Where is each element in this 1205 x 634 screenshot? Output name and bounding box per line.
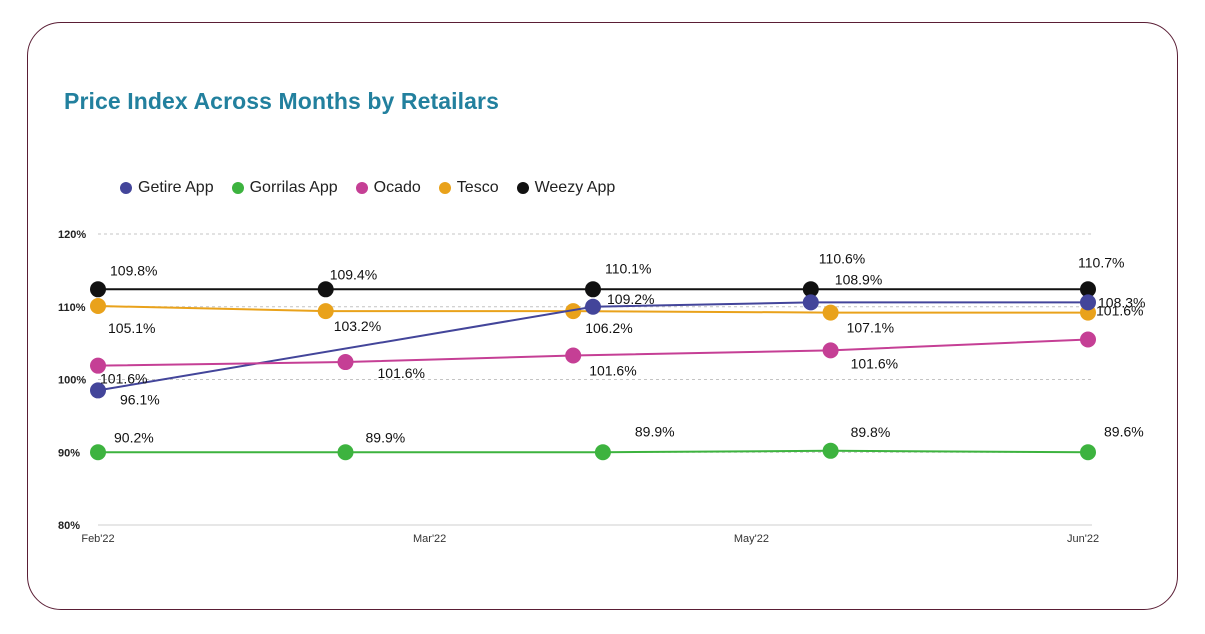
point-gorrilas-app-1[interactable]	[337, 444, 354, 461]
point-tesco-3[interactable]	[822, 304, 839, 321]
point-ocado-2[interactable]	[565, 347, 582, 364]
point-gorrilas-app-2[interactable]	[594, 444, 611, 461]
legend-label-tesco: Tesco	[456, 179, 499, 196]
legend-item-gorrilas[interactable]: Gorrilas App	[231, 179, 338, 197]
point-tesco-1[interactable]	[317, 303, 334, 320]
data-label-weezy-app-2: 110.1%	[605, 260, 651, 276]
data-label-weezy-app-0: 109.8%	[110, 262, 157, 278]
point-ocado-1[interactable]	[337, 354, 354, 371]
data-label-tesco-1: 103.2%	[334, 318, 381, 334]
x-tick-label-0: Feb'22	[81, 533, 114, 545]
point-weezy-app-0[interactable]	[90, 281, 106, 298]
y-tick-label-110: 110%	[58, 302, 86, 314]
data-label-tesco-0: 105.1%	[108, 320, 155, 336]
point-getire-app-0[interactable]	[90, 382, 106, 399]
data-label-ocado-0: 101.6%	[100, 371, 147, 387]
point-getire-app-1[interactable]	[585, 298, 601, 315]
point-gorrilas-app-4[interactable]	[1080, 444, 1096, 461]
y-tick-label-100: 100%	[58, 375, 86, 387]
data-label-gorrilas-app-4: 89.6%	[1104, 423, 1144, 439]
point-gorrilas-app-3[interactable]	[822, 442, 839, 459]
legend-label-gorrilas: Gorrilas App	[249, 179, 338, 196]
point-getire-app-2[interactable]	[802, 294, 819, 311]
legend-dot-getire	[120, 182, 132, 194]
data-label-getire-app-1: 109.2%	[607, 291, 654, 307]
data-label-weezy-app-3: 110.6%	[819, 250, 865, 266]
legend-item-weezy[interactable]: Weezy App	[516, 179, 616, 197]
x-tick-label-2: May'22	[734, 533, 769, 545]
series-line-gorrilas-app	[98, 449, 1089, 454]
chart-legend: Getire App Gorrilas App Ocado Tesco Weez…	[120, 179, 615, 197]
point-tesco-2[interactable]	[565, 303, 582, 320]
legend-label-ocado: Ocado	[373, 179, 421, 196]
point-ocado-4[interactable]	[1080, 331, 1096, 348]
data-label-getire-app-2: 108.9%	[835, 271, 882, 287]
data-label-ocado-1: 101.6%	[378, 365, 425, 381]
legend-dot-gorrilas	[231, 182, 244, 194]
data-label-gorrilas-app-2: 89.9%	[635, 423, 675, 439]
point-gorrilas-app-0[interactable]	[90, 444, 106, 461]
chart-title: Price Index Across Months by Retailars	[64, 88, 499, 114]
y-tick-label-80: 80%	[58, 520, 80, 532]
x-tick-label-3: Jun'22	[1067, 533, 1099, 545]
point-ocado-0[interactable]	[90, 357, 106, 374]
y-tick-label-90: 90%	[58, 447, 80, 459]
point-tesco-0[interactable]	[90, 298, 106, 315]
legend-item-getire[interactable]: Getire App	[120, 179, 214, 197]
point-weezy-app-1[interactable]	[317, 281, 334, 298]
data-label-ocado-3: 101.6%	[851, 355, 898, 371]
legend-label-weezy: Weezy App	[534, 179, 616, 196]
data-label-gorrilas-app-0: 90.2%	[114, 429, 154, 445]
point-getire-app-3[interactable]	[1080, 294, 1096, 311]
point-weezy-app-2[interactable]	[585, 281, 601, 298]
legend-dot-weezy	[516, 182, 529, 194]
chart-card	[27, 22, 1178, 610]
data-label-tesco-2: 106.2%	[585, 320, 632, 336]
data-label-getire-app-0: 96.1%	[120, 391, 160, 407]
legend-dot-ocado	[355, 182, 368, 194]
x-tick-label-1: Mar'22	[413, 533, 446, 545]
series-line-getire-app	[97, 301, 1088, 392]
legend-label-getire: Getire App	[138, 179, 214, 196]
data-label-gorrilas-app-3: 89.8%	[851, 424, 891, 440]
data-label-getire-app-3: 108.3%	[1098, 294, 1145, 310]
legend-dot-tesco	[438, 182, 451, 194]
data-label-ocado-2: 101.6%	[589, 362, 636, 378]
data-label-tesco-3: 107.1%	[847, 320, 894, 336]
point-ocado-3[interactable]	[822, 342, 839, 359]
point-weezy-app-3[interactable]	[802, 281, 819, 298]
data-label-gorrilas-app-1: 89.9%	[366, 429, 406, 445]
point-weezy-app-4[interactable]	[1080, 281, 1096, 298]
legend-item-tesco[interactable]: Tesco	[438, 179, 499, 197]
data-label-ocado-4: 101.6%	[1096, 302, 1143, 318]
y-tick-label-120: 120%	[58, 229, 86, 241]
legend-item-ocado[interactable]: Ocado	[355, 179, 421, 197]
data-label-weezy-app-4: 110.7%	[1078, 254, 1124, 270]
data-label-weezy-app-1: 109.4%	[330, 266, 377, 282]
